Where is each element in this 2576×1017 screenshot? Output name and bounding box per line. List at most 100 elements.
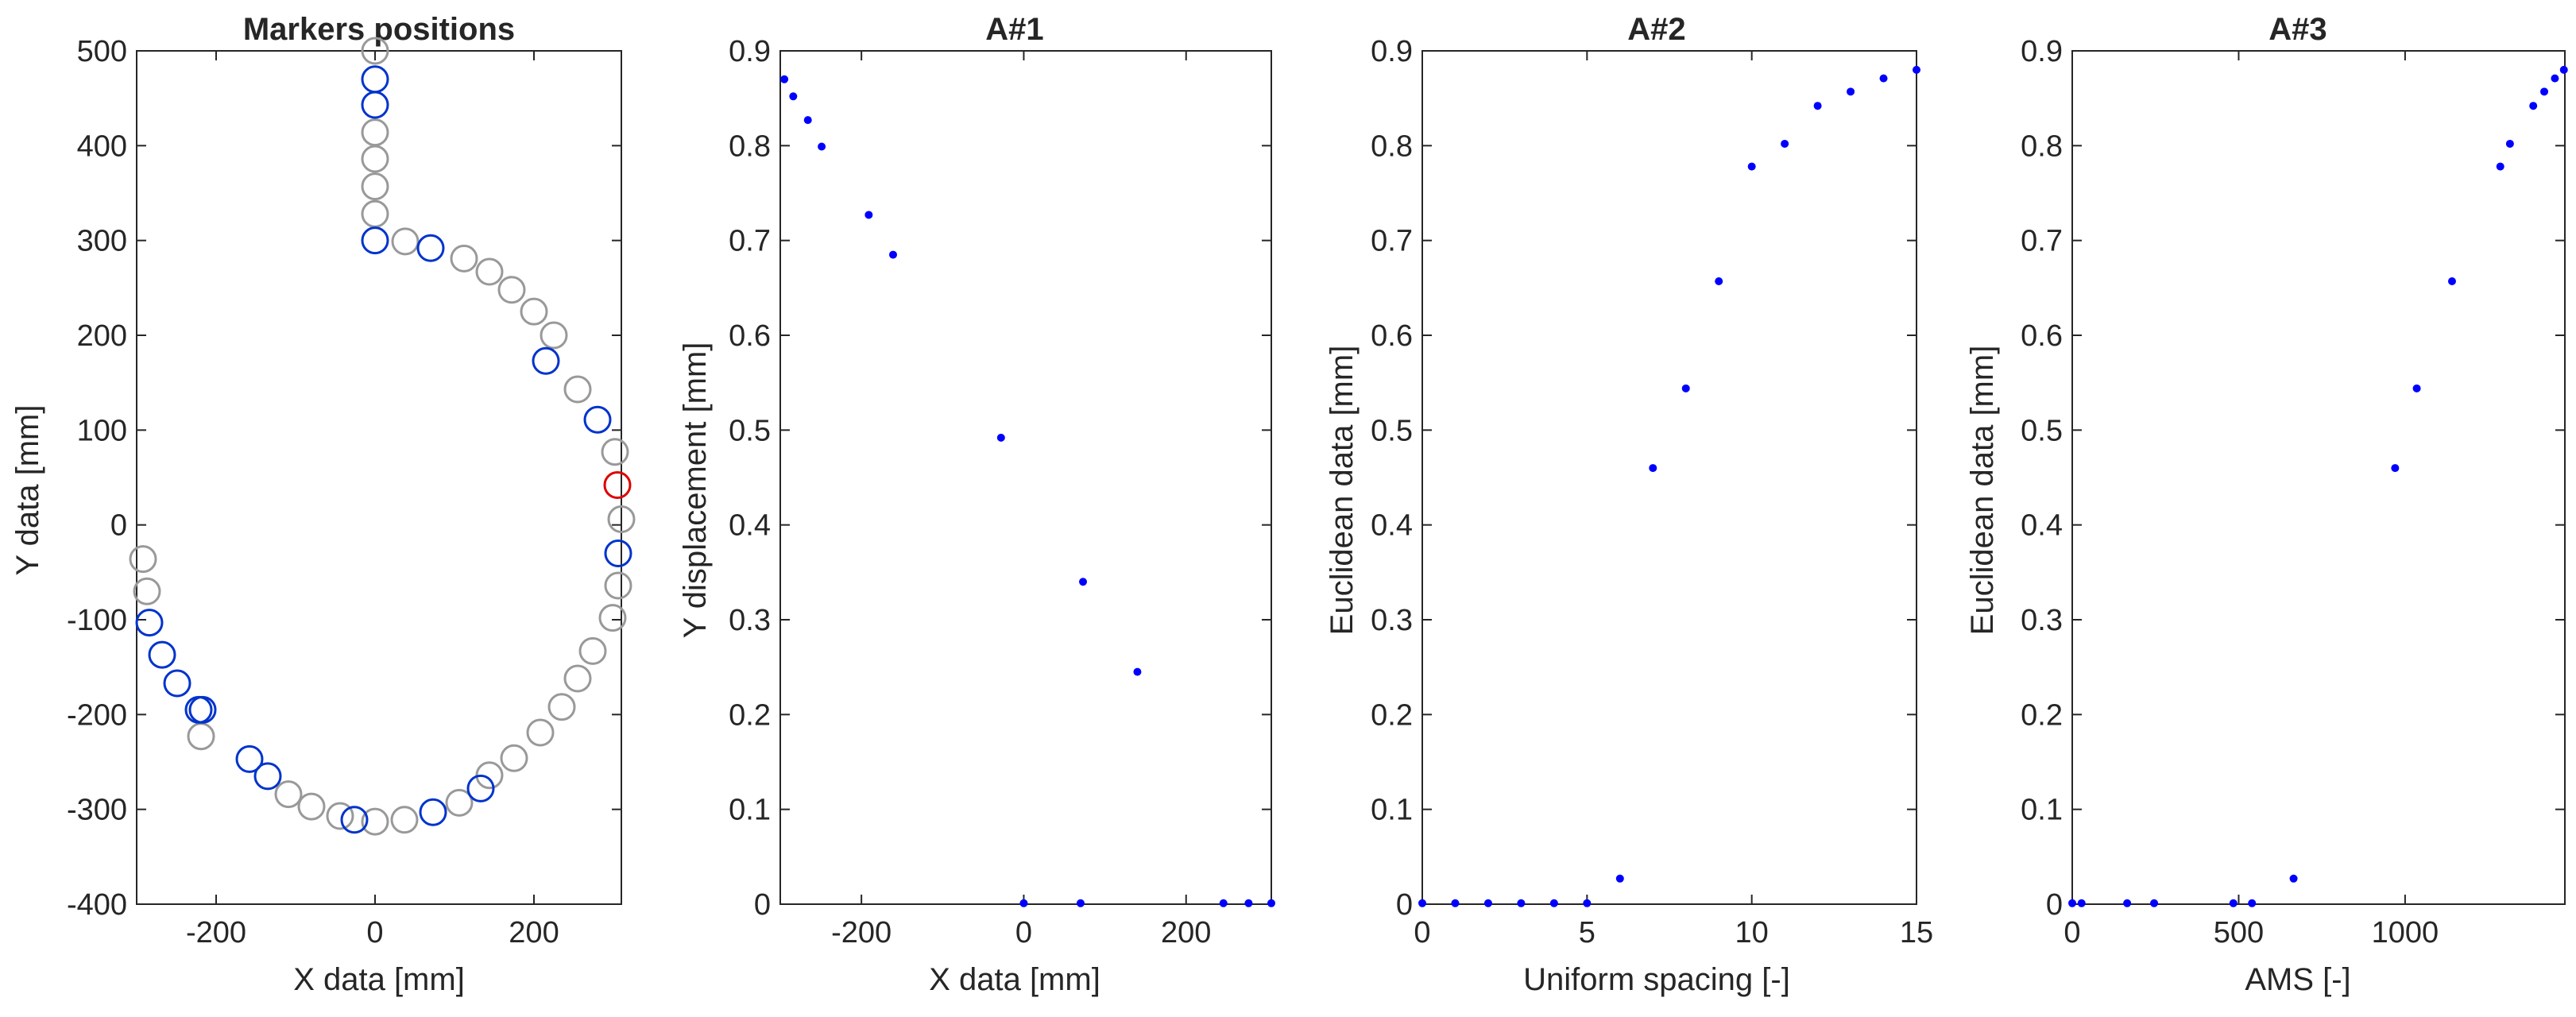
marker-gray	[540, 321, 568, 350]
y-tick-label: 400	[77, 130, 127, 163]
data-point	[2150, 899, 2159, 907]
data-point	[789, 92, 798, 101]
marker-gray	[361, 199, 389, 228]
y-tick-label: 0.8	[729, 130, 771, 163]
x-tick-label: 200	[509, 916, 559, 949]
panel-a1: A#1 X data [mm] Y displacement [mm] -200…	[678, 12, 1275, 997]
y-tick-label: 0.1	[729, 794, 771, 827]
marker-gray	[450, 244, 478, 273]
y-tick-label: 0.7	[729, 225, 771, 258]
marker-blue	[361, 91, 389, 119]
y-tick-label: 0.2	[1371, 698, 1413, 732]
y-tick-label: 0	[2046, 888, 2063, 922]
y-tick-label: 0.5	[1371, 414, 1413, 447]
x-tick-label: -200	[831, 916, 892, 949]
plot-frame	[779, 50, 1272, 905]
y-tick-label: 0.3	[2021, 604, 2063, 637]
x-axis-label: X data [mm]	[929, 962, 1100, 997]
y-tick-label: -100	[67, 604, 127, 637]
plot-frame	[2071, 50, 2566, 905]
x-tick-label: 500	[2214, 916, 2264, 949]
y-tick-label: 0	[1396, 888, 1413, 922]
x-tick-label: 5	[1579, 916, 1595, 949]
data-point	[1451, 899, 1460, 907]
marker-blue	[583, 405, 612, 434]
marker-gray	[526, 718, 555, 747]
data-point	[780, 75, 789, 83]
marker-gray	[520, 297, 548, 326]
marker-gray	[607, 505, 636, 534]
y-tick-label: 0.8	[2021, 130, 2063, 163]
y-tick-label: 100	[77, 414, 127, 447]
y-tick-label: 200	[77, 319, 127, 353]
data-point	[864, 211, 873, 219]
data-point	[2248, 899, 2257, 907]
x-tick-label: 200	[1161, 916, 1211, 949]
y-tick-label: 0.9	[1371, 35, 1413, 68]
x-tick-label: 0	[1414, 916, 1430, 949]
marker-blue	[416, 234, 445, 262]
y-tick-label: 0.5	[2021, 414, 2063, 447]
marker-gray	[578, 636, 607, 665]
data-point	[2551, 74, 2559, 83]
data-point	[2289, 874, 2298, 883]
y-tick-label: 0.8	[1371, 130, 1413, 163]
data-point	[2496, 162, 2504, 171]
data-point	[803, 116, 812, 125]
marker-gray	[563, 375, 592, 404]
data-point	[2077, 899, 2086, 907]
y-tick-label: 0.6	[1371, 319, 1413, 353]
data-point	[2540, 87, 2549, 96]
y-tick-label: 0.3	[729, 604, 771, 637]
marker-gray	[297, 792, 326, 821]
data-point	[2229, 899, 2238, 907]
data-point	[1549, 899, 1558, 907]
data-point	[1418, 899, 1426, 907]
panel-a3: A#3 AMS [-] Euclidean data [mm] 0 500 1000…	[1965, 12, 2568, 997]
marker-gray	[390, 806, 419, 834]
marker-blue	[135, 609, 164, 637]
y-tick-label: -400	[67, 888, 127, 922]
marker-gray	[326, 802, 354, 830]
data-point	[2529, 102, 2538, 110]
y-tick-label: 500	[77, 35, 127, 68]
plot-frame	[136, 50, 622, 905]
marker-gray	[361, 172, 389, 201]
panel-title: A#1	[985, 12, 1043, 47]
x-tick-label: 0	[2064, 916, 2080, 949]
x-tick-label: -200	[186, 916, 246, 949]
x-tick-label: 1000	[2372, 916, 2439, 949]
data-point	[2068, 899, 2076, 907]
panel-title: Markers positions	[243, 12, 515, 47]
panel-title: A#2	[1627, 12, 1685, 47]
marker-blue	[235, 744, 264, 773]
data-point	[1079, 578, 1088, 586]
y-tick-label: 300	[77, 225, 127, 258]
marker-gray	[361, 118, 389, 147]
plot-frame	[1421, 50, 1917, 905]
marker-blue	[361, 226, 389, 255]
data-point	[1076, 899, 1085, 907]
data-point	[1583, 899, 1592, 907]
data-point	[1517, 899, 1526, 907]
data-point	[2412, 384, 2421, 392]
marker-gray	[604, 571, 632, 600]
data-point	[2123, 899, 2132, 907]
marker-blue	[419, 798, 447, 826]
data-point	[1681, 384, 1690, 392]
marker-gray	[133, 577, 161, 605]
marker-blue	[604, 539, 632, 567]
x-tick-label: 0	[1015, 916, 1032, 949]
marker-gray	[361, 807, 389, 836]
data-point	[818, 142, 826, 151]
marker-gray	[500, 744, 528, 772]
data-point	[2447, 276, 2456, 285]
data-point	[1747, 162, 1756, 171]
data-point	[1133, 667, 1142, 676]
marker-blue	[466, 774, 495, 802]
data-point	[2505, 139, 2514, 148]
marker-gray	[475, 257, 504, 286]
marker-gray	[601, 438, 629, 466]
y-axis-label: Y data [mm]	[10, 405, 45, 576]
marker-gray	[563, 664, 592, 693]
